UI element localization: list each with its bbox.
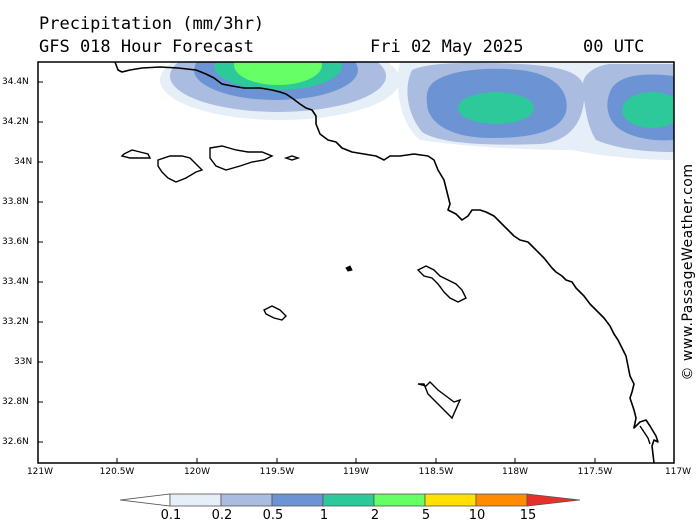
colorbar-bin: [169, 493, 222, 507]
colorbar-arrow-high: [526, 493, 581, 507]
lon-label: 117W: [664, 467, 692, 477]
colorbar-label: 0.1: [160, 508, 182, 523]
island-santa-barbara: [345, 265, 353, 272]
lat-label: 34.4N: [2, 77, 29, 87]
colorbar-bin: [424, 493, 477, 507]
island-santa-rosa: [157, 155, 204, 183]
lat-label: 33.8N: [2, 197, 29, 207]
lat-label: 33N: [14, 357, 33, 367]
precip-contour-1-east-2: [622, 92, 674, 128]
colorbar-label: 2: [370, 508, 380, 523]
lat-tick-marks: [38, 81, 43, 443]
lon-tick-marks: [37, 458, 675, 463]
colorbar-bin: [271, 493, 324, 507]
website-credit: © www.PassageWeather.com: [680, 163, 696, 381]
coastline: [114, 62, 659, 463]
island-santa-catalina: [416, 265, 467, 303]
island-santa-cruz: [209, 145, 274, 171]
colorbar-arrow-low: [119, 493, 171, 507]
forecast-time: 00 UTC: [583, 37, 645, 57]
island-san-miguel: [120, 149, 152, 159]
colorbar-bin: [373, 493, 426, 507]
precip-contour-2: [234, 62, 322, 85]
colorbar-label: 10: [468, 508, 486, 523]
lon-label: 119.5W: [259, 467, 295, 477]
lon-label: 120.5W: [99, 467, 135, 477]
lon-label: 120W: [183, 467, 211, 477]
colorbar-label: 0.5: [262, 508, 284, 523]
lon-label: 118W: [501, 467, 529, 477]
lat-label: 34.2N: [2, 117, 29, 127]
colorbar-label: 15: [519, 508, 537, 523]
forecast-date: Fri 02 May 2025: [370, 37, 524, 57]
lon-label: 118.5W: [418, 467, 454, 477]
colorbar-label: 0.2: [211, 508, 233, 523]
lon-label: 117.5W: [577, 467, 613, 477]
lon-label: 121W: [26, 467, 54, 477]
colorbar-bin: [322, 493, 375, 507]
bay-outline: [639, 425, 651, 445]
colorbar-label: 1: [319, 508, 329, 523]
lat-label: 33.4N: [2, 277, 29, 287]
lat-label: 34N: [14, 157, 33, 167]
colorbar-bin: [475, 493, 528, 507]
lon-label: 119W: [342, 467, 370, 477]
island-san-clemente: [417, 381, 462, 420]
map-title: Precipitation (mm/3hr): [39, 14, 265, 34]
lat-label: 32.8N: [2, 397, 29, 407]
colorbar-label: 5: [421, 508, 431, 523]
lat-label: 32.6N: [2, 437, 29, 447]
precip-field: [114, 62, 674, 463]
colorbar: [119, 493, 581, 507]
precip-contour-1-east: [458, 92, 534, 124]
colorbar-bin: [220, 493, 273, 507]
island-anacapa: [283, 155, 301, 161]
lat-label: 33.2N: [2, 317, 29, 327]
island-san-nicolas: [263, 305, 287, 321]
lat-label: 33.6N: [2, 237, 29, 247]
forecast-subtitle: GFS 018 Hour Forecast: [39, 37, 254, 57]
